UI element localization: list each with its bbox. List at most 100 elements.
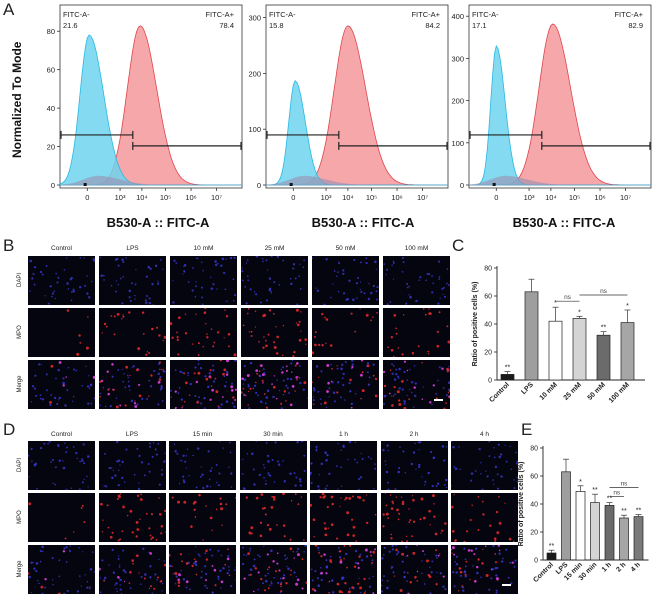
mpo-signal-dot bbox=[394, 548, 398, 552]
mpo-signal-dot bbox=[397, 518, 399, 521]
dapi-nucleus-dot bbox=[281, 366, 285, 369]
mpo-signal-dot bbox=[171, 336, 174, 340]
dapi-nucleus-dot bbox=[117, 264, 120, 267]
dapi-nucleus-dot bbox=[445, 394, 449, 397]
micrograph-tile bbox=[98, 441, 166, 490]
mpo-signal-dot bbox=[356, 495, 360, 499]
dapi-nucleus-dot bbox=[210, 287, 214, 290]
x-tick-label: 10⁵ bbox=[366, 193, 377, 200]
dapi-nucleus-dot bbox=[493, 483, 495, 486]
dapi-nucleus-dot bbox=[342, 272, 345, 276]
mpo-signal-dot bbox=[330, 523, 334, 527]
dapi-nucleus-dot bbox=[33, 266, 37, 269]
dapi-nucleus-dot bbox=[220, 403, 223, 406]
y-tick-label: 300 bbox=[451, 54, 464, 63]
dapi-nucleus-dot bbox=[360, 559, 364, 562]
micrograph-tile bbox=[310, 441, 377, 490]
dapi-nucleus-dot bbox=[203, 407, 206, 409]
dapi-nucleus-dot bbox=[337, 381, 340, 384]
mpo-signal-dot bbox=[407, 521, 410, 524]
dapi-nucleus-dot bbox=[133, 473, 136, 476]
dapi-nucleus-dot bbox=[352, 298, 355, 302]
mpo-signal-dot bbox=[281, 371, 284, 374]
dapi-nucleus-dot bbox=[348, 279, 351, 282]
mpo-signal-dot bbox=[215, 390, 219, 394]
dapi-nucleus-dot bbox=[187, 372, 190, 374]
column-header-5: 100 mM bbox=[404, 245, 429, 252]
positive-gate-value: 78.4 bbox=[219, 21, 234, 30]
dapi-nucleus-dot bbox=[35, 570, 38, 573]
x-tick-label: 50 mM bbox=[587, 381, 607, 401]
dapi-nucleus-dot bbox=[384, 460, 386, 462]
mpo-signal-dot bbox=[246, 552, 250, 555]
dapi-nucleus-dot bbox=[247, 383, 250, 386]
dapi-nucleus-dot bbox=[298, 263, 301, 265]
dapi-nucleus-dot bbox=[336, 275, 338, 277]
mpo-signal-dot bbox=[184, 313, 187, 315]
dapi-nucleus-dot bbox=[359, 288, 361, 291]
mpo-signal-dot bbox=[211, 388, 214, 392]
mpo-signal-dot bbox=[357, 582, 360, 585]
mpo-signal-dot bbox=[171, 565, 173, 567]
dapi-nucleus-dot bbox=[516, 476, 518, 479]
dapi-nucleus-dot bbox=[118, 584, 121, 586]
mpo-signal-dot bbox=[214, 377, 217, 380]
mpo-signal-dot bbox=[205, 323, 207, 325]
mpo-signal-dot bbox=[252, 387, 254, 390]
mpo-signal-dot bbox=[116, 313, 120, 316]
dapi-nucleus-dot bbox=[432, 457, 434, 459]
mpo-signal-dot bbox=[203, 311, 207, 315]
dapi-nucleus-dot bbox=[371, 559, 374, 562]
micrograph-dots bbox=[172, 256, 237, 305]
mpo-signal-dot bbox=[410, 535, 413, 538]
mpo-signal-dot bbox=[170, 396, 172, 398]
dapi-nucleus-dot bbox=[200, 286, 203, 289]
dapi-nucleus-dot bbox=[358, 577, 360, 579]
mpo-signal-dot bbox=[285, 369, 288, 372]
dapi-nucleus-dot bbox=[272, 576, 275, 579]
dapi-nucleus-dot bbox=[366, 362, 370, 365]
dapi-nucleus-dot bbox=[442, 293, 444, 295]
mpo-signal-dot bbox=[66, 309, 70, 312]
dapi-nucleus-dot bbox=[70, 487, 73, 489]
mpo-signal-dot bbox=[177, 500, 180, 504]
dapi-nucleus-dot bbox=[172, 572, 174, 575]
dapi-nucleus-dot bbox=[41, 273, 44, 276]
dapi-nucleus-dot bbox=[265, 259, 268, 262]
mpo-signal-dot bbox=[477, 558, 480, 561]
dapi-nucleus-dot bbox=[32, 272, 35, 276]
dapi-nucleus-dot bbox=[262, 476, 265, 479]
mpo-signal-dot bbox=[314, 331, 317, 334]
dapi-nucleus-dot bbox=[141, 397, 144, 401]
dapi-nucleus-dot bbox=[176, 452, 179, 455]
mpo-signal-dot bbox=[293, 350, 296, 354]
dapi-nucleus-dot bbox=[39, 397, 42, 400]
column-header-4: 1 h bbox=[338, 431, 349, 438]
dapi-nucleus-dot bbox=[58, 575, 61, 578]
dapi-nucleus-dot bbox=[265, 442, 268, 444]
dapi-nucleus-dot bbox=[243, 378, 247, 381]
dapi-nucleus-dot bbox=[326, 453, 329, 457]
mpo-signal-dot bbox=[469, 518, 472, 522]
mpo-signal-dot bbox=[241, 391, 243, 394]
dapi-nucleus-dot bbox=[57, 445, 60, 448]
mpo-signal-dot bbox=[312, 518, 316, 521]
micrograph-dots bbox=[28, 441, 90, 490]
dapi-nucleus-dot bbox=[296, 303, 299, 305]
dapi-nucleus-dot bbox=[515, 462, 518, 465]
dapi-nucleus-dot bbox=[143, 474, 146, 477]
mpo-signal-dot bbox=[436, 330, 439, 333]
dapi-nucleus-dot bbox=[216, 262, 219, 265]
mpo-signal-dot bbox=[454, 539, 457, 542]
dapi-nucleus-dot bbox=[130, 399, 134, 403]
mpo-signal-dot bbox=[176, 336, 179, 339]
dapi-nucleus-dot bbox=[212, 283, 215, 286]
mpo-signal-dot bbox=[263, 506, 266, 510]
mpo-signal-dot bbox=[150, 536, 154, 539]
dapi-nucleus-dot bbox=[211, 591, 214, 594]
mpo-signal-dot bbox=[320, 555, 323, 558]
dapi-nucleus-dot bbox=[411, 391, 413, 394]
mpo-signal-dot bbox=[382, 513, 385, 516]
dapi-nucleus-dot bbox=[310, 568, 313, 571]
dapi-nucleus-dot bbox=[290, 378, 293, 381]
